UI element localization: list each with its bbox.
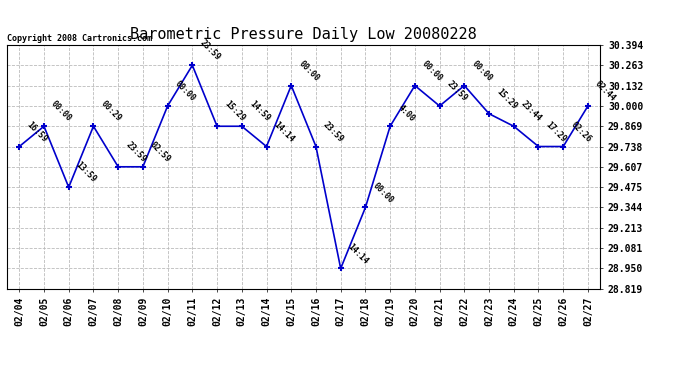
Text: 23:59: 23:59 (124, 140, 148, 164)
Text: 02:59: 02:59 (148, 140, 172, 164)
Text: 00:00: 00:00 (371, 181, 395, 205)
Text: 00:00: 00:00 (470, 59, 494, 83)
Text: 16:59: 16:59 (25, 120, 49, 144)
Title: Barometric Pressure Daily Low 20080228: Barometric Pressure Daily Low 20080228 (130, 27, 477, 42)
Text: Copyright 2008 Cartronics.com: Copyright 2008 Cartronics.com (7, 34, 152, 43)
Text: 23:59: 23:59 (445, 79, 469, 103)
Text: 14:14: 14:14 (346, 242, 371, 266)
Text: 02:26: 02:26 (569, 120, 593, 144)
Text: 00:29: 00:29 (99, 99, 123, 123)
Text: 14:59: 14:59 (247, 99, 271, 123)
Text: 00:00: 00:00 (420, 59, 444, 83)
Text: 15:29: 15:29 (223, 99, 246, 123)
Text: 23:59: 23:59 (322, 120, 346, 144)
Text: 4:00: 4:00 (395, 103, 416, 123)
Text: 23:44: 23:44 (520, 99, 543, 123)
Text: 15:29: 15:29 (495, 87, 519, 111)
Text: 02:44: 02:44 (593, 79, 618, 103)
Text: 00:00: 00:00 (50, 99, 74, 123)
Text: 00:00: 00:00 (173, 79, 197, 103)
Text: 00:00: 00:00 (297, 59, 321, 83)
Text: 17:29: 17:29 (544, 120, 568, 144)
Text: 13:59: 13:59 (75, 160, 98, 184)
Text: 23:59: 23:59 (198, 39, 222, 63)
Text: 14:14: 14:14 (272, 120, 296, 144)
